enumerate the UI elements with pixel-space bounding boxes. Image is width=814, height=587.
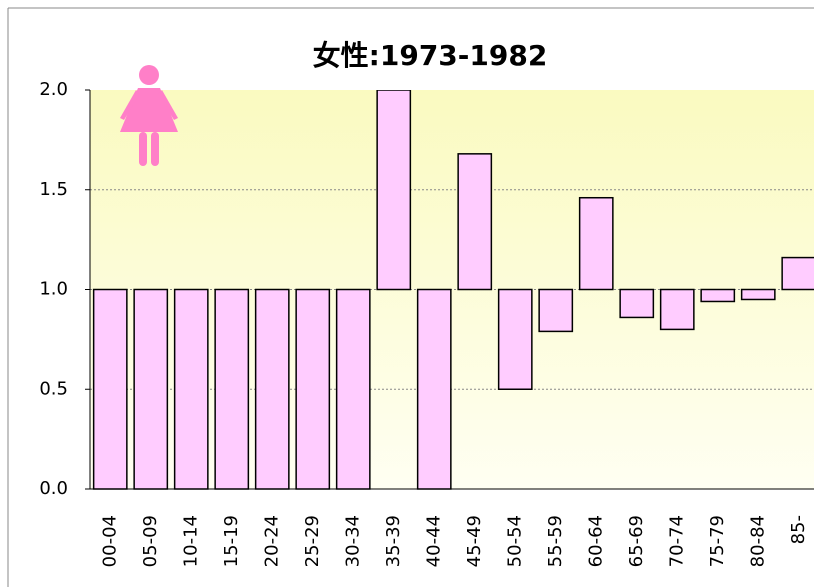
bar: [376, 90, 412, 291]
y-tick-label: 1.5: [39, 179, 68, 200]
x-tick-label: 70-74: [666, 515, 687, 567]
x-tick-label: 10-14: [180, 515, 201, 567]
bar: [457, 153, 493, 291]
y-tick-label: 0.5: [39, 378, 68, 399]
y-tick-label: 2.0: [39, 79, 68, 100]
x-tick-label: 30-34: [342, 515, 363, 567]
x-tick-label: 15-19: [221, 515, 242, 567]
bar: [659, 288, 695, 331]
x-tick-label: 05-09: [140, 515, 161, 567]
y-tick-label: 1.0: [39, 279, 68, 300]
x-tick-label: 55-59: [545, 515, 566, 567]
bar: [335, 288, 371, 490]
x-tick-label: 35-39: [383, 515, 404, 567]
chart-title: 女性:1973-1982: [313, 39, 548, 72]
female-icon: [120, 65, 178, 166]
x-tick-label: 20-24: [261, 515, 282, 567]
bar: [578, 196, 614, 291]
y-tick-label: 0.0: [39, 478, 68, 499]
x-tick-label: 80-84: [747, 515, 768, 567]
x-tick-label: 25-29: [302, 515, 323, 567]
bar: [700, 288, 736, 303]
plot: [90, 90, 814, 490]
bar: [92, 288, 128, 490]
bar: [740, 288, 776, 301]
x-tick-label: 50-54: [504, 515, 525, 567]
bar: [133, 288, 169, 490]
x-tick-label: 45-49: [464, 515, 485, 567]
x-tick-label: 65-69: [626, 515, 647, 567]
bar: [538, 288, 574, 333]
x-tick-label: 85-: [788, 515, 809, 544]
x-tick-label: 40-44: [423, 515, 444, 567]
bar: [254, 288, 290, 490]
x-tick-label: 00-04: [99, 515, 120, 567]
bar: [781, 256, 814, 291]
bar: [497, 288, 533, 390]
bar: [619, 288, 655, 319]
x-tick-label: 75-79: [707, 515, 728, 567]
x-tick-label: 60-64: [585, 515, 606, 567]
bar: [173, 288, 209, 490]
bar: [295, 288, 331, 490]
bar: [214, 288, 250, 490]
bar: [416, 288, 452, 490]
